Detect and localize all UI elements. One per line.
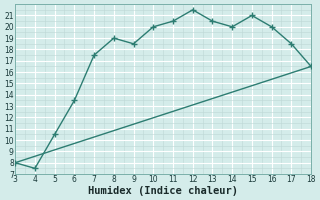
X-axis label: Humidex (Indice chaleur): Humidex (Indice chaleur) bbox=[88, 186, 238, 196]
